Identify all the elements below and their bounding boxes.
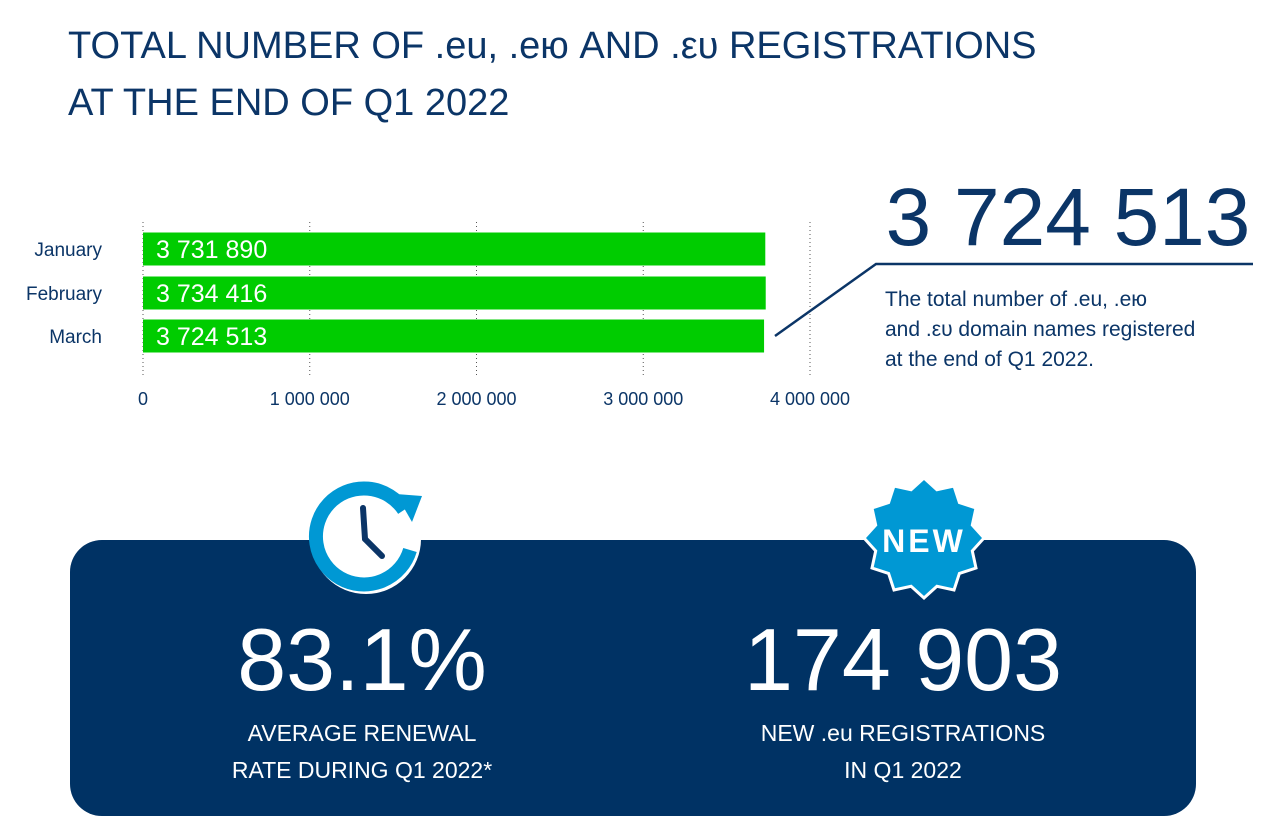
callout-connector-line (774, 262, 1253, 338)
bar (143, 232, 766, 266)
new-registrations-label-line-2: IN Q1 2022 (844, 757, 962, 783)
new-badge-text: NEW (882, 523, 966, 559)
callout-line-1: The total number of .eu, .ею (885, 288, 1148, 311)
title-line-2: AT THE END OF Q1 2022 (68, 82, 510, 124)
page-title: TOTAL NUMBER OF .eu, .ею AND .ευ REGISTR… (68, 18, 1168, 132)
new-badge-icon: NEW (861, 476, 987, 601)
new-registrations-label-line-1: NEW .eu REGISTRATIONS (760, 720, 1046, 746)
clock-renewal-icon (308, 481, 422, 594)
renewal-label-line-1: AVERAGE RENEWAL (247, 720, 477, 746)
bar-value-label: 3 731 890 (156, 236, 267, 264)
callout-description: The total number of .eu, .ею and .ευ dom… (885, 285, 1270, 375)
x-tick-label: 2 000 000 (436, 389, 516, 409)
renewal-rate-value: 83.1% (237, 610, 487, 709)
stats-panel (70, 540, 1196, 816)
x-tick-label: 3 000 000 (603, 389, 683, 409)
bar-value-label: 3 724 513 (156, 323, 267, 351)
new-registrations-value: 174 903 (743, 610, 1063, 709)
chart-bars (143, 232, 766, 353)
category-label: January (34, 240, 102, 261)
bar-value-label: 3 734 416 (156, 280, 267, 308)
renewal-rate-label: AVERAGE RENEWAL RATE DURING Q1 2022* (142, 715, 582, 789)
callout-line-2: and .ευ domain names registered (885, 318, 1196, 341)
title-line-1: TOTAL NUMBER OF .eu, .ею AND .ευ REGISTR… (68, 25, 1037, 67)
chart-labels: 0 1 000 000 2 000 000 3 000 000 4 000 000 Jan… (26, 236, 850, 409)
callout-number: 3 724 513 (885, 172, 1251, 263)
callout-line-3: at the end of Q1 2022. (885, 348, 1094, 371)
renewal-label-line-2: RATE DURING Q1 2022* (231, 757, 493, 783)
x-tick-label: 4 000 000 (770, 389, 850, 409)
x-tick-label: 0 (138, 389, 148, 409)
bar (143, 319, 765, 353)
category-label: February (26, 284, 103, 305)
bar (143, 276, 766, 310)
new-registrations-label: NEW .eu REGISTRATIONS IN Q1 2022 (683, 715, 1123, 789)
category-label: March (49, 327, 102, 348)
x-tick-label: 1 000 000 (270, 389, 350, 409)
